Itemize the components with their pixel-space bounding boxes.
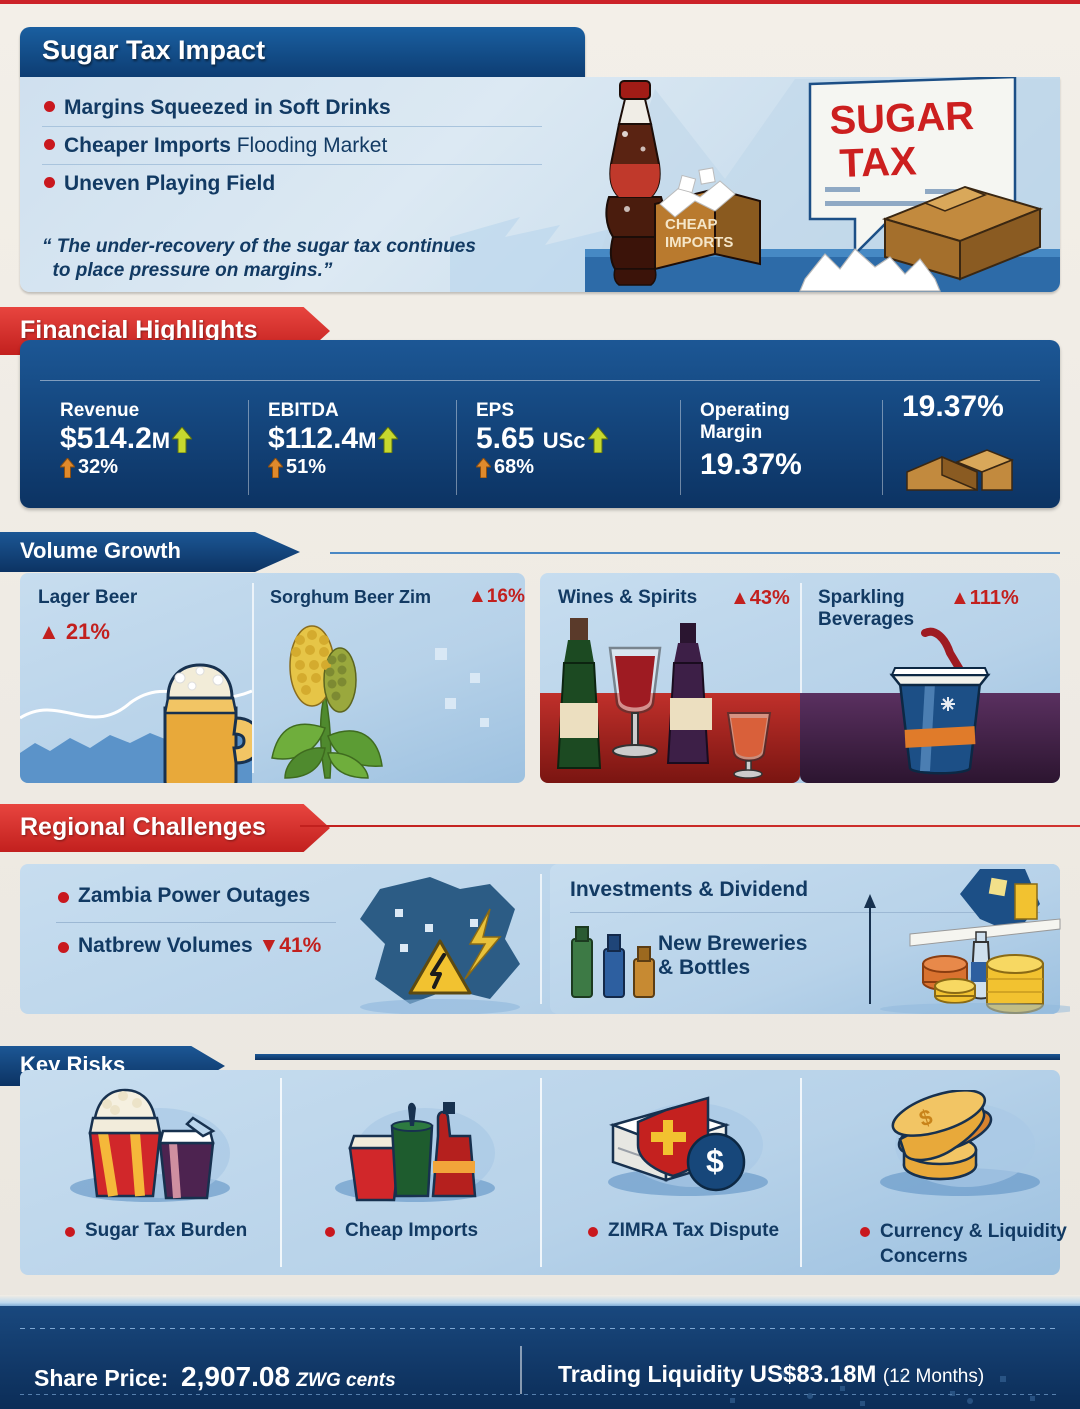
svg-text:SUGAR: SUGAR bbox=[829, 94, 975, 143]
svg-text:TAX: TAX bbox=[839, 139, 918, 186]
svg-text:IMPORTS: IMPORTS bbox=[665, 234, 733, 251]
svg-text:CHEAP: CHEAP bbox=[665, 216, 718, 233]
svg-text:$: $ bbox=[706, 1143, 724, 1179]
